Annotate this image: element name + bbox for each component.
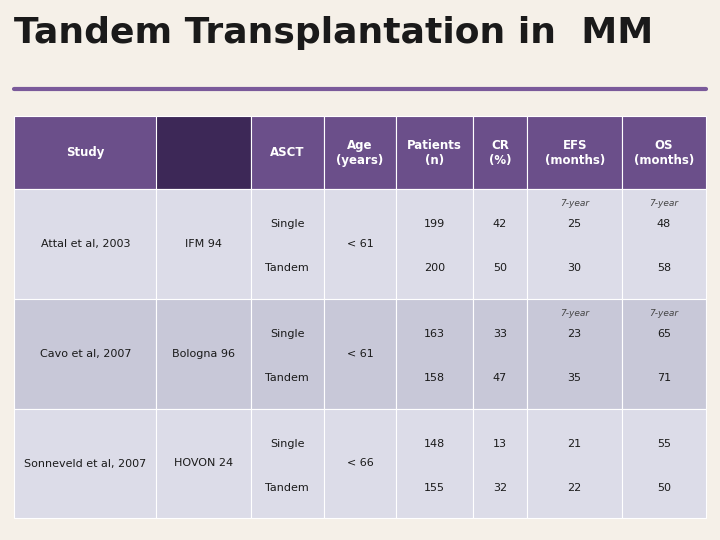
Text: Tandem: Tandem [266,483,309,492]
FancyBboxPatch shape [622,116,706,189]
Text: Sonneveld et al, 2007: Sonneveld et al, 2007 [24,458,146,469]
Text: 22: 22 [567,483,582,492]
Text: < 66: < 66 [346,458,374,469]
FancyBboxPatch shape [622,189,706,299]
FancyBboxPatch shape [473,189,527,299]
Text: Tandem Transplantation in  MM: Tandem Transplantation in MM [14,16,654,50]
Text: 13: 13 [493,438,507,449]
Text: 58: 58 [657,263,671,273]
FancyBboxPatch shape [397,299,473,409]
Text: Tandem: Tandem [266,373,309,383]
FancyBboxPatch shape [14,299,156,409]
Text: 30: 30 [567,263,582,273]
Text: < 61: < 61 [346,349,374,359]
Text: IFM 94: IFM 94 [185,239,222,249]
FancyBboxPatch shape [527,299,622,409]
Text: < 61: < 61 [346,239,374,249]
Text: Attal et al, 2003: Attal et al, 2003 [40,239,130,249]
Text: 7-year: 7-year [560,308,589,318]
FancyBboxPatch shape [622,409,706,518]
FancyBboxPatch shape [156,299,251,409]
Text: 200: 200 [424,263,445,273]
FancyBboxPatch shape [527,409,622,518]
FancyBboxPatch shape [473,116,527,189]
Text: 7-year: 7-year [649,308,678,318]
FancyBboxPatch shape [251,189,323,299]
Text: 7-year: 7-year [560,199,589,208]
Text: EFS
(months): EFS (months) [544,139,605,166]
Text: 48: 48 [657,219,671,229]
FancyBboxPatch shape [397,116,473,189]
Text: 71: 71 [657,373,671,383]
Text: 23: 23 [567,329,582,339]
FancyBboxPatch shape [323,116,397,189]
FancyBboxPatch shape [14,409,156,518]
Text: 148: 148 [424,438,445,449]
FancyBboxPatch shape [251,299,323,409]
Text: OS
(months): OS (months) [634,139,694,166]
Text: 35: 35 [567,373,582,383]
FancyBboxPatch shape [473,299,527,409]
FancyBboxPatch shape [323,299,397,409]
FancyBboxPatch shape [156,116,251,189]
FancyBboxPatch shape [156,409,251,518]
Text: 42: 42 [493,219,507,229]
Text: 65: 65 [657,329,671,339]
Text: Cavo et al, 2007: Cavo et al, 2007 [40,349,131,359]
FancyBboxPatch shape [156,189,251,299]
Text: 25: 25 [567,219,582,229]
Text: Bologna 96: Bologna 96 [172,349,235,359]
FancyBboxPatch shape [14,189,156,299]
Text: 47: 47 [493,373,507,383]
Text: 50: 50 [493,263,507,273]
Text: CR
(%): CR (%) [489,139,511,166]
FancyBboxPatch shape [323,189,397,299]
FancyBboxPatch shape [323,409,397,518]
Text: 158: 158 [424,373,445,383]
Text: Single: Single [270,219,305,229]
Text: 55: 55 [657,438,671,449]
FancyBboxPatch shape [251,409,323,518]
Text: ASCT: ASCT [270,146,305,159]
FancyBboxPatch shape [251,116,323,189]
Text: Study: Study [66,146,104,159]
FancyBboxPatch shape [527,116,622,189]
Text: 33: 33 [493,329,507,339]
Text: 32: 32 [493,483,507,492]
FancyBboxPatch shape [473,409,527,518]
Text: Age
(years): Age (years) [336,139,384,166]
FancyBboxPatch shape [397,189,473,299]
FancyBboxPatch shape [527,189,622,299]
Text: 7-year: 7-year [649,199,678,208]
Text: Single: Single [270,329,305,339]
FancyBboxPatch shape [397,409,473,518]
FancyBboxPatch shape [622,299,706,409]
Text: 21: 21 [567,438,582,449]
Text: 199: 199 [424,219,445,229]
Text: 155: 155 [424,483,445,492]
Text: Tandem: Tandem [266,263,309,273]
Text: 163: 163 [424,329,445,339]
FancyBboxPatch shape [14,116,251,189]
Text: HOVON 24: HOVON 24 [174,458,233,469]
Text: 50: 50 [657,483,671,492]
Text: Patients
(n): Patients (n) [407,139,462,166]
Text: Single: Single [270,438,305,449]
